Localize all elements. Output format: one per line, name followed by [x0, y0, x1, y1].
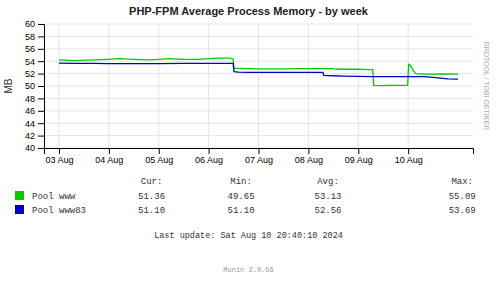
legend-label: Pool www83: [32, 206, 86, 216]
y-tick-mark: [38, 74, 44, 75]
x-tick-mark: [59, 148, 60, 154]
y-tick-label: 52: [25, 69, 35, 79]
legend-stat: 52.56: [315, 206, 342, 216]
x-axis: 03 Aug 04 Aug 05 Aug 06 Aug 07 Aug 08 Aug 09 A…: [45, 148, 474, 165]
y-tick: 50: [25, 81, 44, 91]
x-tick-mark: [408, 148, 409, 154]
y-tick: 60: [25, 19, 44, 29]
y-tick-mark: [38, 98, 44, 99]
legend-swatch: [15, 205, 24, 214]
series-line: [59, 63, 458, 79]
y-tick-mark: [38, 61, 44, 62]
x-tick: 10 Aug: [395, 148, 423, 165]
grid: [44, 24, 473, 148]
x-tick: 04 Aug: [95, 148, 123, 165]
legend-stat: 53.69: [449, 206, 476, 216]
legend-stat: 49.65: [228, 192, 255, 202]
y-axis: 40 42 44 46 48 50 52 54 56 58 60: [25, 19, 45, 153]
y-tick-label: 58: [25, 32, 35, 42]
x-tick-label: 09 Aug: [345, 155, 373, 165]
x-tick: 08 Aug: [295, 148, 323, 165]
chart: PHP-FPM Average Process Memory - by week…: [0, 0, 497, 287]
x-tick-label: 05 Aug: [145, 155, 173, 165]
legend-stat: 51.10: [138, 206, 165, 216]
y-tick-label: 44: [25, 119, 35, 129]
y-tick: 56: [25, 44, 44, 54]
y-tick-mark: [38, 86, 44, 87]
y-tick: 52: [25, 69, 44, 79]
y-tick-label: 60: [25, 19, 35, 29]
lines: [59, 58, 458, 86]
legend-header: Avg:: [317, 177, 339, 187]
x-tick-mark: [308, 148, 309, 154]
title: PHP-FPM Average Process Memory - by week: [129, 5, 369, 17]
y-tick-label: 46: [25, 106, 35, 116]
series-line: [59, 58, 458, 86]
last-update: Last update: Sat Aug 10 20:40:10 2024: [154, 231, 343, 241]
x-tick-mark: [109, 148, 110, 154]
grid-line-x: [158, 24, 159, 148]
y-tick-label: 48: [25, 94, 35, 104]
y-tick-label: 42: [25, 131, 35, 141]
grid-line-x: [358, 24, 359, 148]
legend-header: Min:: [230, 177, 252, 187]
legend-stat: 55.09: [449, 192, 476, 202]
y-tick-label: 56: [25, 44, 35, 54]
grid-line-x: [58, 24, 59, 148]
y-axis-line: [38, 25, 45, 149]
x-tick-mark: [259, 148, 260, 154]
x-tick-label: 08 Aug: [295, 155, 323, 165]
x-axis-line: [45, 149, 474, 155]
y-tick-mark: [38, 24, 44, 25]
x-tick-label: 06 Aug: [195, 155, 223, 165]
y-tick-mark: [38, 49, 44, 50]
y-tick: 44: [25, 119, 44, 129]
x-tick: 03 Aug: [45, 148, 73, 165]
y-axis-title: MB: [3, 78, 14, 93]
x-tick-mark: [209, 148, 210, 154]
legend-header: Cur:: [141, 177, 163, 187]
x-tick: 06 Aug: [195, 148, 223, 165]
legend-stat: 51.10: [228, 206, 255, 216]
legend-header: Max:: [451, 177, 473, 187]
legend-stat: 51.36: [138, 192, 165, 202]
x-tick: 05 Aug: [145, 148, 173, 165]
x-tick-label: 04 Aug: [95, 155, 123, 165]
x-tick: 07 Aug: [245, 148, 273, 165]
watermark: RRDTOOL / TOBI OETIKER: [483, 42, 490, 130]
y-tick: 48: [25, 94, 44, 104]
y-tick-label: 50: [25, 81, 35, 91]
y-tick-label: 40: [25, 143, 35, 153]
y-tick: 54: [25, 57, 44, 67]
grid-line-x: [108, 24, 109, 148]
legend-swatch: [15, 191, 24, 200]
x-tick-label: 07 Aug: [245, 155, 273, 165]
y-tick-mark: [38, 148, 44, 149]
y-tick-mark: [38, 123, 44, 124]
y-tick: 40: [25, 143, 44, 153]
y-tick-mark: [38, 111, 44, 112]
y-tick-mark: [38, 36, 44, 37]
y-tick: 42: [25, 131, 44, 141]
x-tick-mark: [358, 148, 359, 154]
y-tick-label: 54: [25, 57, 35, 67]
legend-label: Pool www: [32, 192, 76, 202]
grid-line-x: [208, 24, 209, 148]
legend-stat: 53.13: [315, 192, 342, 202]
grid-line-x: [308, 24, 309, 148]
version: Munin 2.0.56: [223, 266, 273, 274]
y-tick-mark: [38, 136, 44, 137]
x-tick-mark: [159, 148, 160, 154]
legend: Cur: Min: Avg: Max: Pool www 51.36 49.65 53.13 5…: [15, 177, 476, 216]
x-tick-label: 03 Aug: [45, 155, 73, 165]
x-tick-label: 10 Aug: [395, 155, 423, 165]
y-tick: 46: [25, 106, 44, 116]
x-tick: 09 Aug: [345, 148, 373, 165]
grid-line-x: [258, 24, 259, 148]
y-tick: 58: [25, 32, 44, 42]
